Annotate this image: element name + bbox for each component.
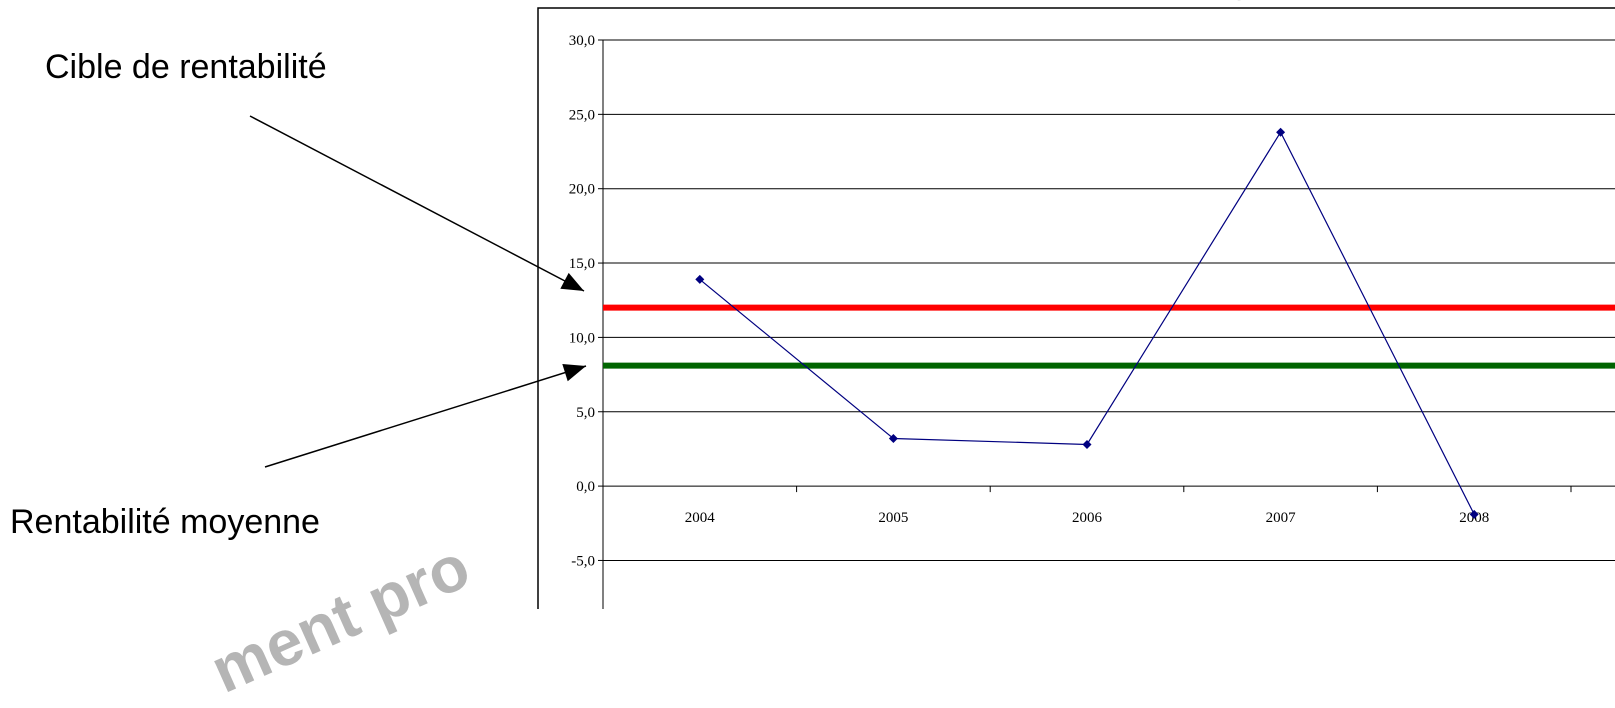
reference-lines [603,304,1615,369]
target-annotation-label: Cible de rentabilité [45,48,327,86]
data-point [1082,439,1092,449]
average-arrow-shaft [264,365,587,468]
series [695,127,1479,519]
y-tick-label: 10,0 [569,330,595,346]
y-tick-label: 25,0 [569,107,595,123]
x-tick-label: 2005 [878,510,908,526]
y-tick-label: -5,0 [571,553,595,569]
data-point [695,274,705,284]
x-tick-label: 2006 [1072,510,1103,526]
annotation-arrows [249,115,587,468]
y-tick-label: 30,0 [569,33,595,49]
data-point [1469,509,1479,519]
data-point [888,434,898,444]
y-tick-label: 0,0 [576,479,595,495]
target-arrow-head [560,272,584,291]
x-tick-label: 2004 [685,510,716,526]
gridlines [598,39,1615,561]
average-arrow-head [562,364,586,382]
target-arrow-shaft [249,115,585,292]
y-tick-label: 5,0 [576,405,595,421]
y-tick-label: 20,0 [569,182,595,198]
average-annotation-label: Rentabilité moyenne [10,503,320,541]
chart-figure: 30,0 25,0 20,0 15,0 10,0 5,0 0,0 -5,0 2004 2005 2… [249,7,1615,609]
x-tick-label: 2007 [1266,510,1297,526]
y-tick-label: 15,0 [569,256,595,272]
data-point [1276,127,1286,137]
y-tick-labels: 30,0 25,0 20,0 15,0 10,0 5,0 0,0 -5,0 [569,33,595,569]
